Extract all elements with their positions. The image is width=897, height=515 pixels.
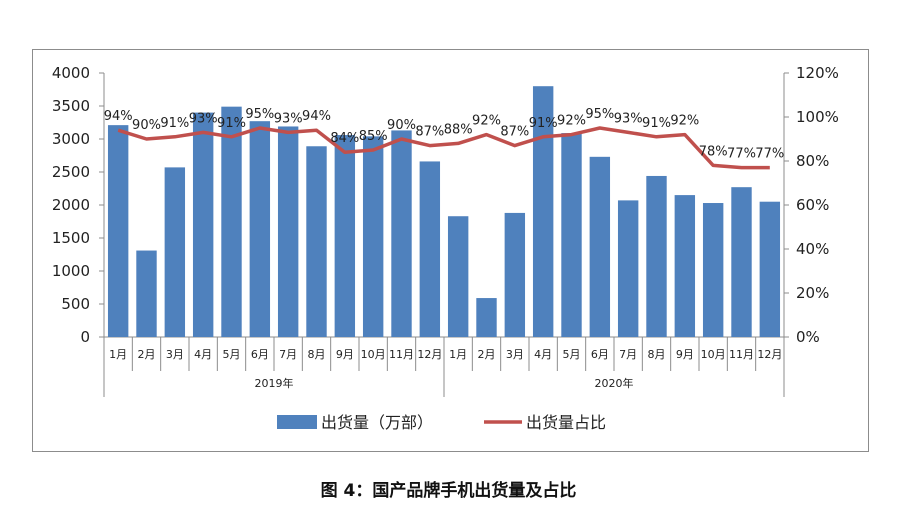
data-label-share: 88% — [444, 122, 473, 137]
data-label-share: 91% — [160, 116, 189, 131]
y-right-tick-label: 100% — [796, 108, 839, 126]
bar-shipments — [277, 126, 299, 338]
y-right-tick-label: 20% — [796, 284, 829, 302]
data-label-share: 92% — [557, 114, 586, 129]
bar-shipments — [221, 106, 242, 337]
data-label-share: 91% — [642, 116, 671, 131]
y-left-tick-label: 3500 — [52, 97, 90, 115]
data-label-share: 85% — [359, 129, 388, 144]
bar-shipments — [419, 161, 441, 337]
data-label-share: 84% — [330, 131, 359, 146]
data-label-share: 93% — [614, 111, 643, 126]
legend-label-shipments: 出货量（万部） — [321, 413, 433, 432]
x-tick-label: 10月 — [361, 348, 386, 361]
data-label-share: 87% — [415, 125, 444, 140]
data-label-share: 90% — [387, 118, 416, 133]
x-tick-label: 10月 — [701, 348, 726, 361]
x-tick-label: 3月 — [506, 348, 524, 361]
y-left-tick-label: 2000 — [52, 196, 90, 214]
bar-shipments — [391, 130, 412, 337]
data-label-share: 78% — [699, 144, 728, 159]
line-share — [117, 126, 770, 170]
bar-shipments — [759, 201, 781, 337]
y-right-tick-label: 0% — [796, 328, 820, 346]
y-right-tick-label: 80% — [796, 152, 829, 170]
bar-shipments — [561, 133, 582, 337]
y-right-tick-label: 120% — [796, 64, 839, 82]
bar-shipments — [702, 203, 724, 337]
bar-shipments — [674, 195, 696, 337]
x-tick-label: 9月 — [336, 348, 354, 361]
bar-shipments — [136, 250, 157, 337]
x-tick-label: 4月 — [534, 348, 552, 361]
x-tick-label: 3月 — [166, 348, 184, 361]
data-label-share: 95% — [245, 107, 274, 122]
x-tick-label: 12月 — [417, 348, 442, 361]
x-tick-label: 1月 — [449, 348, 467, 361]
data-label-share: 92% — [670, 114, 699, 129]
bar-shipments — [447, 216, 469, 337]
bar-shipments — [107, 125, 129, 337]
x-group-label: 2019年 — [255, 376, 294, 390]
bar-shipments — [164, 167, 186, 337]
y-right-tick-label: 40% — [796, 240, 829, 258]
data-label-share: 77% — [755, 147, 784, 162]
chart-legend: 出货量（万部） 出货量占比 — [277, 413, 606, 432]
x-tick-label: 9月 — [676, 348, 694, 361]
data-label-share: 93% — [274, 111, 303, 126]
x-tick-label: 2月 — [478, 348, 496, 361]
bar-shipments — [589, 156, 611, 337]
y-left-tick-label: 1000 — [52, 262, 90, 280]
bar-shipments — [731, 187, 752, 337]
data-label-share: 77% — [727, 147, 756, 162]
legend-label-share: 出货量占比 — [526, 413, 606, 432]
y-left-tick-label: 1500 — [52, 229, 90, 247]
x-tick-label: 7月 — [279, 348, 297, 361]
bar-shipments — [504, 212, 526, 337]
data-label-share: 87% — [500, 125, 529, 140]
x-tick-label: 5月 — [223, 348, 241, 361]
x-tick-label: 11月 — [729, 348, 754, 361]
data-label-share: 91% — [217, 116, 246, 131]
bar-shipments — [362, 136, 384, 337]
x-group-label: 2020年 — [595, 376, 634, 390]
x-tick-label: 6月 — [251, 348, 269, 361]
x-tick-label: 12月 — [757, 348, 782, 361]
data-label-share: 94% — [302, 109, 331, 124]
legend-swatch-shipments — [277, 415, 317, 429]
y-left-tick-label: 0 — [80, 328, 90, 346]
y-left-tick-label: 2500 — [52, 163, 90, 181]
data-label-share: 94% — [104, 109, 133, 124]
bar-shipments — [617, 200, 639, 337]
figure-caption: 图 4：国产品牌手机出货量及占比 — [320, 481, 577, 501]
bar-shipments — [476, 298, 497, 337]
x-tick-label: 11月 — [389, 348, 414, 361]
bar-shipments — [646, 175, 667, 337]
data-label-share: 92% — [472, 114, 501, 129]
x-tick-label: 8月 — [308, 348, 326, 361]
bar-shipments — [249, 121, 271, 338]
y-left-tick-label: 3000 — [52, 130, 90, 148]
x-tick-label: 2月 — [138, 348, 156, 361]
x-tick-label: 5月 — [563, 348, 581, 361]
x-tick-label: 4月 — [194, 348, 212, 361]
x-tick-label: 1月 — [109, 348, 127, 361]
plot-area: 0 500 1000 1500 2000 2500 3000 3500 4000 0% 20% 40%… — [52, 64, 839, 397]
bar-shipments — [532, 86, 554, 337]
x-tick-label: 8月 — [648, 348, 666, 361]
x-tick-label: 6月 — [591, 348, 609, 361]
data-label-share: 95% — [585, 107, 614, 122]
bar-shipments — [306, 146, 327, 337]
x-tick-label: 7月 — [619, 348, 637, 361]
y-right-tick-label: 60% — [796, 196, 829, 214]
data-label-share: 93% — [189, 111, 218, 126]
bar-shipments — [192, 112, 214, 337]
y-left-tick-label: 500 — [61, 295, 90, 313]
bar-shipments — [334, 135, 356, 337]
y-left-tick-label: 4000 — [52, 64, 90, 82]
data-label-share: 91% — [529, 116, 558, 131]
data-label-share: 90% — [132, 118, 161, 133]
